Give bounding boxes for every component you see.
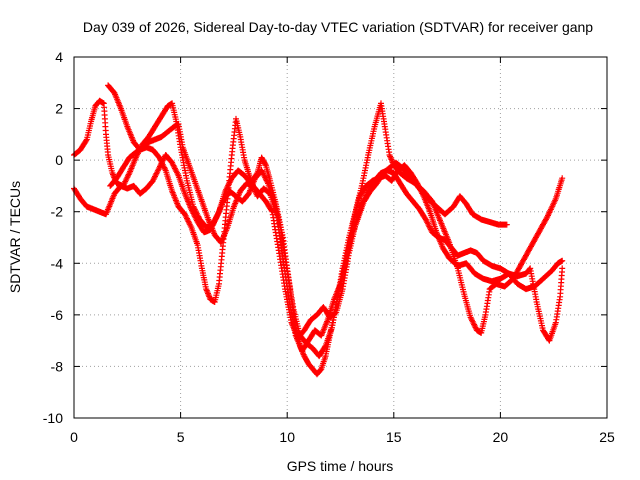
x-tick-label: 15 — [386, 429, 402, 445]
data-point — [268, 207, 275, 214]
y-tick-label: -2 — [51, 204, 64, 220]
chart-title: Day 039 of 2026, Sidereal Day-to-day VTE… — [83, 19, 593, 35]
series-track-4 — [107, 121, 566, 344]
data-point — [503, 221, 510, 228]
x-tick-label: 5 — [177, 429, 185, 445]
data-point — [317, 366, 324, 373]
y-tick-label: -4 — [51, 255, 64, 271]
plot-border — [73, 56, 608, 419]
x-tick-label: 10 — [279, 429, 295, 445]
y-axis-label: SDTVAR / TECUs — [7, 181, 23, 293]
y-tick-label: -10 — [43, 410, 63, 426]
y-tick-label: -6 — [51, 307, 64, 323]
data-point — [559, 265, 566, 272]
grid-lines — [74, 57, 607, 418]
data-series — [71, 82, 566, 378]
data-point — [83, 137, 90, 144]
y-tick-label: 0 — [55, 152, 63, 168]
data-point — [321, 343, 328, 350]
x-tick-label: 0 — [70, 429, 78, 445]
y-tick-label: 2 — [55, 101, 63, 117]
x-tick-label: 20 — [493, 429, 509, 445]
data-point — [559, 257, 566, 264]
y-tick-label: -8 — [51, 358, 64, 374]
axis-ticks: 0 5 10 15 20 25 -10 -8 -6 -4 -2 0 2 4 — [43, 49, 615, 445]
y-tick-label: 4 — [55, 49, 63, 65]
x-tick-label: 25 — [599, 429, 615, 445]
x-axis-label: GPS time / hours — [287, 458, 394, 474]
data-point — [559, 175, 566, 182]
